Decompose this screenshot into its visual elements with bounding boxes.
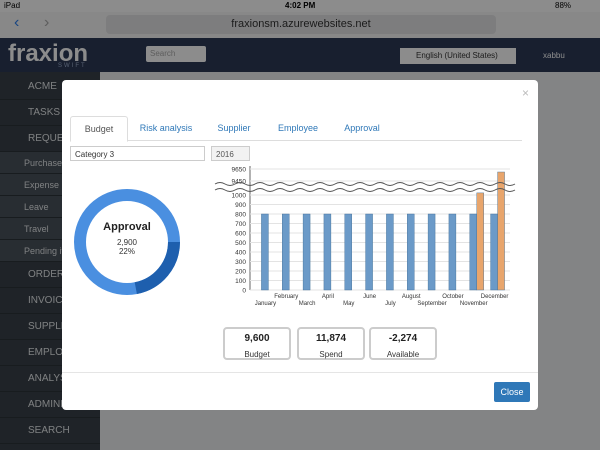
summary-value: 11,874 xyxy=(315,333,347,344)
y-tick-label: 0 xyxy=(242,288,246,295)
x-tick-label: August xyxy=(402,294,421,300)
summary-label: Spend xyxy=(319,350,343,359)
x-tick-label: March xyxy=(299,301,316,307)
bar xyxy=(407,213,415,291)
bar xyxy=(282,213,290,291)
summary-label: Available xyxy=(386,350,420,359)
x-tick-label: February xyxy=(274,294,298,300)
tab[interactable]: Employee xyxy=(277,123,319,133)
bar xyxy=(386,213,394,291)
logo-sub: SWIFT xyxy=(58,63,87,69)
x-tick-label: December xyxy=(481,294,509,300)
y-tick-label: 400 xyxy=(235,250,246,257)
status-bar: iPad 4:02 PM 88% xyxy=(0,0,600,12)
close-button[interactable]: Close xyxy=(494,382,530,402)
donut-segment xyxy=(134,241,180,295)
device: iPad xyxy=(4,1,21,10)
logo[interactable]: fraxion xyxy=(8,40,89,67)
bar xyxy=(448,213,457,291)
tab[interactable]: Supplier xyxy=(217,123,251,133)
back[interactable]: ‹ xyxy=(14,14,20,31)
url-bar[interactable]: fraxionsm.azurewebsites.net xyxy=(106,15,496,34)
nav-item[interactable]: EMPLOY xyxy=(0,340,100,366)
tab[interactable]: Risk analysis xyxy=(139,123,193,133)
summary-box: 9,600 Budget xyxy=(223,327,291,360)
y-tick-label: 9450 xyxy=(232,179,247,186)
nav-item[interactable]: ORDER xyxy=(0,262,100,288)
x-tick-label: January xyxy=(255,301,276,307)
bar xyxy=(323,213,332,291)
donut-label: Approval xyxy=(103,221,151,233)
y-tick-label: 500 xyxy=(235,240,246,247)
modal xyxy=(62,80,538,410)
modal-close[interactable]: × xyxy=(522,86,530,100)
tab[interactable]: Approval xyxy=(344,123,380,133)
nav-item[interactable]: SEARCH xyxy=(0,418,100,444)
nav-item[interactable]: ANALYS xyxy=(0,366,100,392)
bar xyxy=(469,213,477,291)
summary-value: -2,274 xyxy=(388,333,418,344)
bar xyxy=(365,213,373,291)
x-tick-label: April xyxy=(322,294,334,300)
y-tick-label: 900 xyxy=(235,202,246,209)
donut-percent: 22% xyxy=(119,247,135,256)
donut-value: 2,900 xyxy=(117,238,138,247)
bar xyxy=(261,213,269,291)
nav-item[interactable]: TASKS xyxy=(0,100,100,126)
y-tick-label: 1000 xyxy=(232,193,247,200)
bar xyxy=(490,213,498,291)
bar xyxy=(476,192,484,291)
x-tick-label: November xyxy=(460,301,488,307)
tab[interactable]: Budget xyxy=(70,116,128,142)
battery: 88% xyxy=(555,1,572,10)
nav-item[interactable]: ADMINIS xyxy=(0,392,100,418)
x-tick-label: September xyxy=(417,301,446,307)
y-tick-label: 700 xyxy=(235,221,246,228)
bar xyxy=(302,213,311,291)
x-tick-label: October xyxy=(442,294,463,300)
forward[interactable]: › xyxy=(44,14,50,31)
time: 4:02 PM xyxy=(285,1,316,10)
x-tick-label: June xyxy=(363,294,377,300)
x-tick-label: July xyxy=(385,301,396,307)
language-select[interactable]: English (United States) xyxy=(400,48,516,64)
x-tick-label: May xyxy=(343,301,354,307)
category-select[interactable]: Category 3 xyxy=(70,146,205,161)
tab-line xyxy=(70,140,522,141)
nav-item[interactable]: SUPPLIE xyxy=(0,314,100,340)
y-tick-label: 200 xyxy=(235,269,246,276)
browser-bar: ‹ › fraxionsm.azurewebsites.net xyxy=(0,12,600,39)
nav-item[interactable]: ACME xyxy=(0,74,100,100)
bar xyxy=(427,213,436,291)
summary-value: 9,600 xyxy=(244,333,270,344)
summary-box: 11,874 Spend xyxy=(297,327,365,360)
user[interactable]: xabbu xyxy=(543,51,565,60)
app-header: fraxion SWIFT Search English (United Sta… xyxy=(0,38,600,72)
search-box[interactable]: Search xyxy=(146,46,206,62)
summary-label: Budget xyxy=(244,350,270,359)
y-tick-label: 300 xyxy=(235,259,246,266)
bar xyxy=(344,213,352,291)
y-tick-label: 600 xyxy=(235,231,246,238)
nav-item[interactable]: INVOICE xyxy=(0,288,100,314)
y-tick-label: 100 xyxy=(235,278,246,285)
bar xyxy=(497,171,505,291)
footer-line xyxy=(62,372,538,373)
year-input[interactable]: 2016 xyxy=(211,146,250,161)
axis-break xyxy=(214,188,516,192)
y-tick-label: 9650 xyxy=(232,167,247,174)
summary-box: -2,274 Available xyxy=(369,327,437,360)
nav-item[interactable]: REQUES xyxy=(0,126,100,152)
y-tick-label: 800 xyxy=(235,212,246,219)
axis-break xyxy=(214,182,516,186)
